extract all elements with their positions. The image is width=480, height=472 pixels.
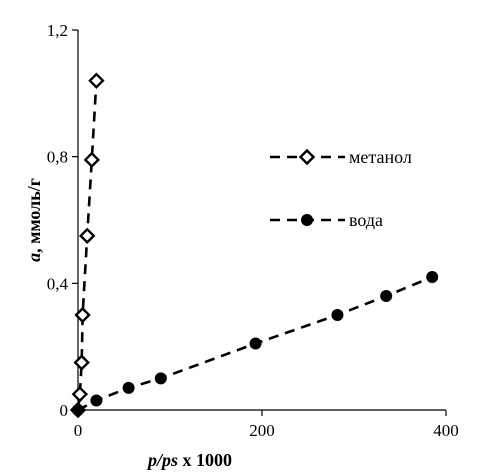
series-layer: [69, 72, 439, 419]
x-axis-title-italic: p/ps: [146, 450, 178, 470]
x-axis-title-suffix: x 1000: [178, 450, 232, 470]
y-axis-title-suffix: , ммоль/г: [24, 178, 44, 253]
series-2: [72, 271, 439, 416]
x-axis-title: p/ps x 1000: [146, 450, 232, 470]
x-tick-label: 400: [433, 421, 459, 440]
y-tick-label: 1,2: [47, 21, 68, 40]
tick-labels: 0 0,4 0,8 1,2 0 200 400: [47, 21, 459, 440]
y-axis-title-italic: a: [24, 253, 44, 262]
data-point: [88, 72, 105, 89]
axes: [77, 30, 446, 411]
y-tick-label: 0: [60, 401, 69, 420]
data-point: [331, 309, 344, 321]
data-point: [426, 271, 439, 283]
data-point: [71, 385, 89, 403]
data-point: [154, 372, 167, 385]
y-tick-label: 0,8: [47, 148, 68, 167]
data-point: [90, 394, 103, 407]
legend-label: вода: [349, 210, 383, 230]
y-axis-title: a, ммоль/г: [24, 178, 44, 262]
data-point: [72, 404, 84, 416]
series-1: [69, 72, 105, 419]
legend-marker: [298, 148, 316, 166]
y-tick-label: 0,4: [47, 274, 69, 293]
x-tick-label: 200: [249, 421, 275, 440]
data-point: [73, 354, 90, 371]
data-point: [122, 381, 135, 394]
data-point: [74, 306, 91, 324]
legend-marker: [301, 214, 313, 226]
legend-item-1: метанол: [270, 147, 412, 167]
data-point: [79, 227, 96, 245]
data-point: [380, 290, 393, 302]
data-point: [83, 151, 100, 169]
data-point: [249, 337, 262, 350]
legend-item-2: вода: [270, 210, 383, 230]
x-tick-label: 0: [74, 421, 83, 440]
legend: метанол вода: [270, 147, 412, 230]
legend-label: метанол: [349, 147, 412, 167]
